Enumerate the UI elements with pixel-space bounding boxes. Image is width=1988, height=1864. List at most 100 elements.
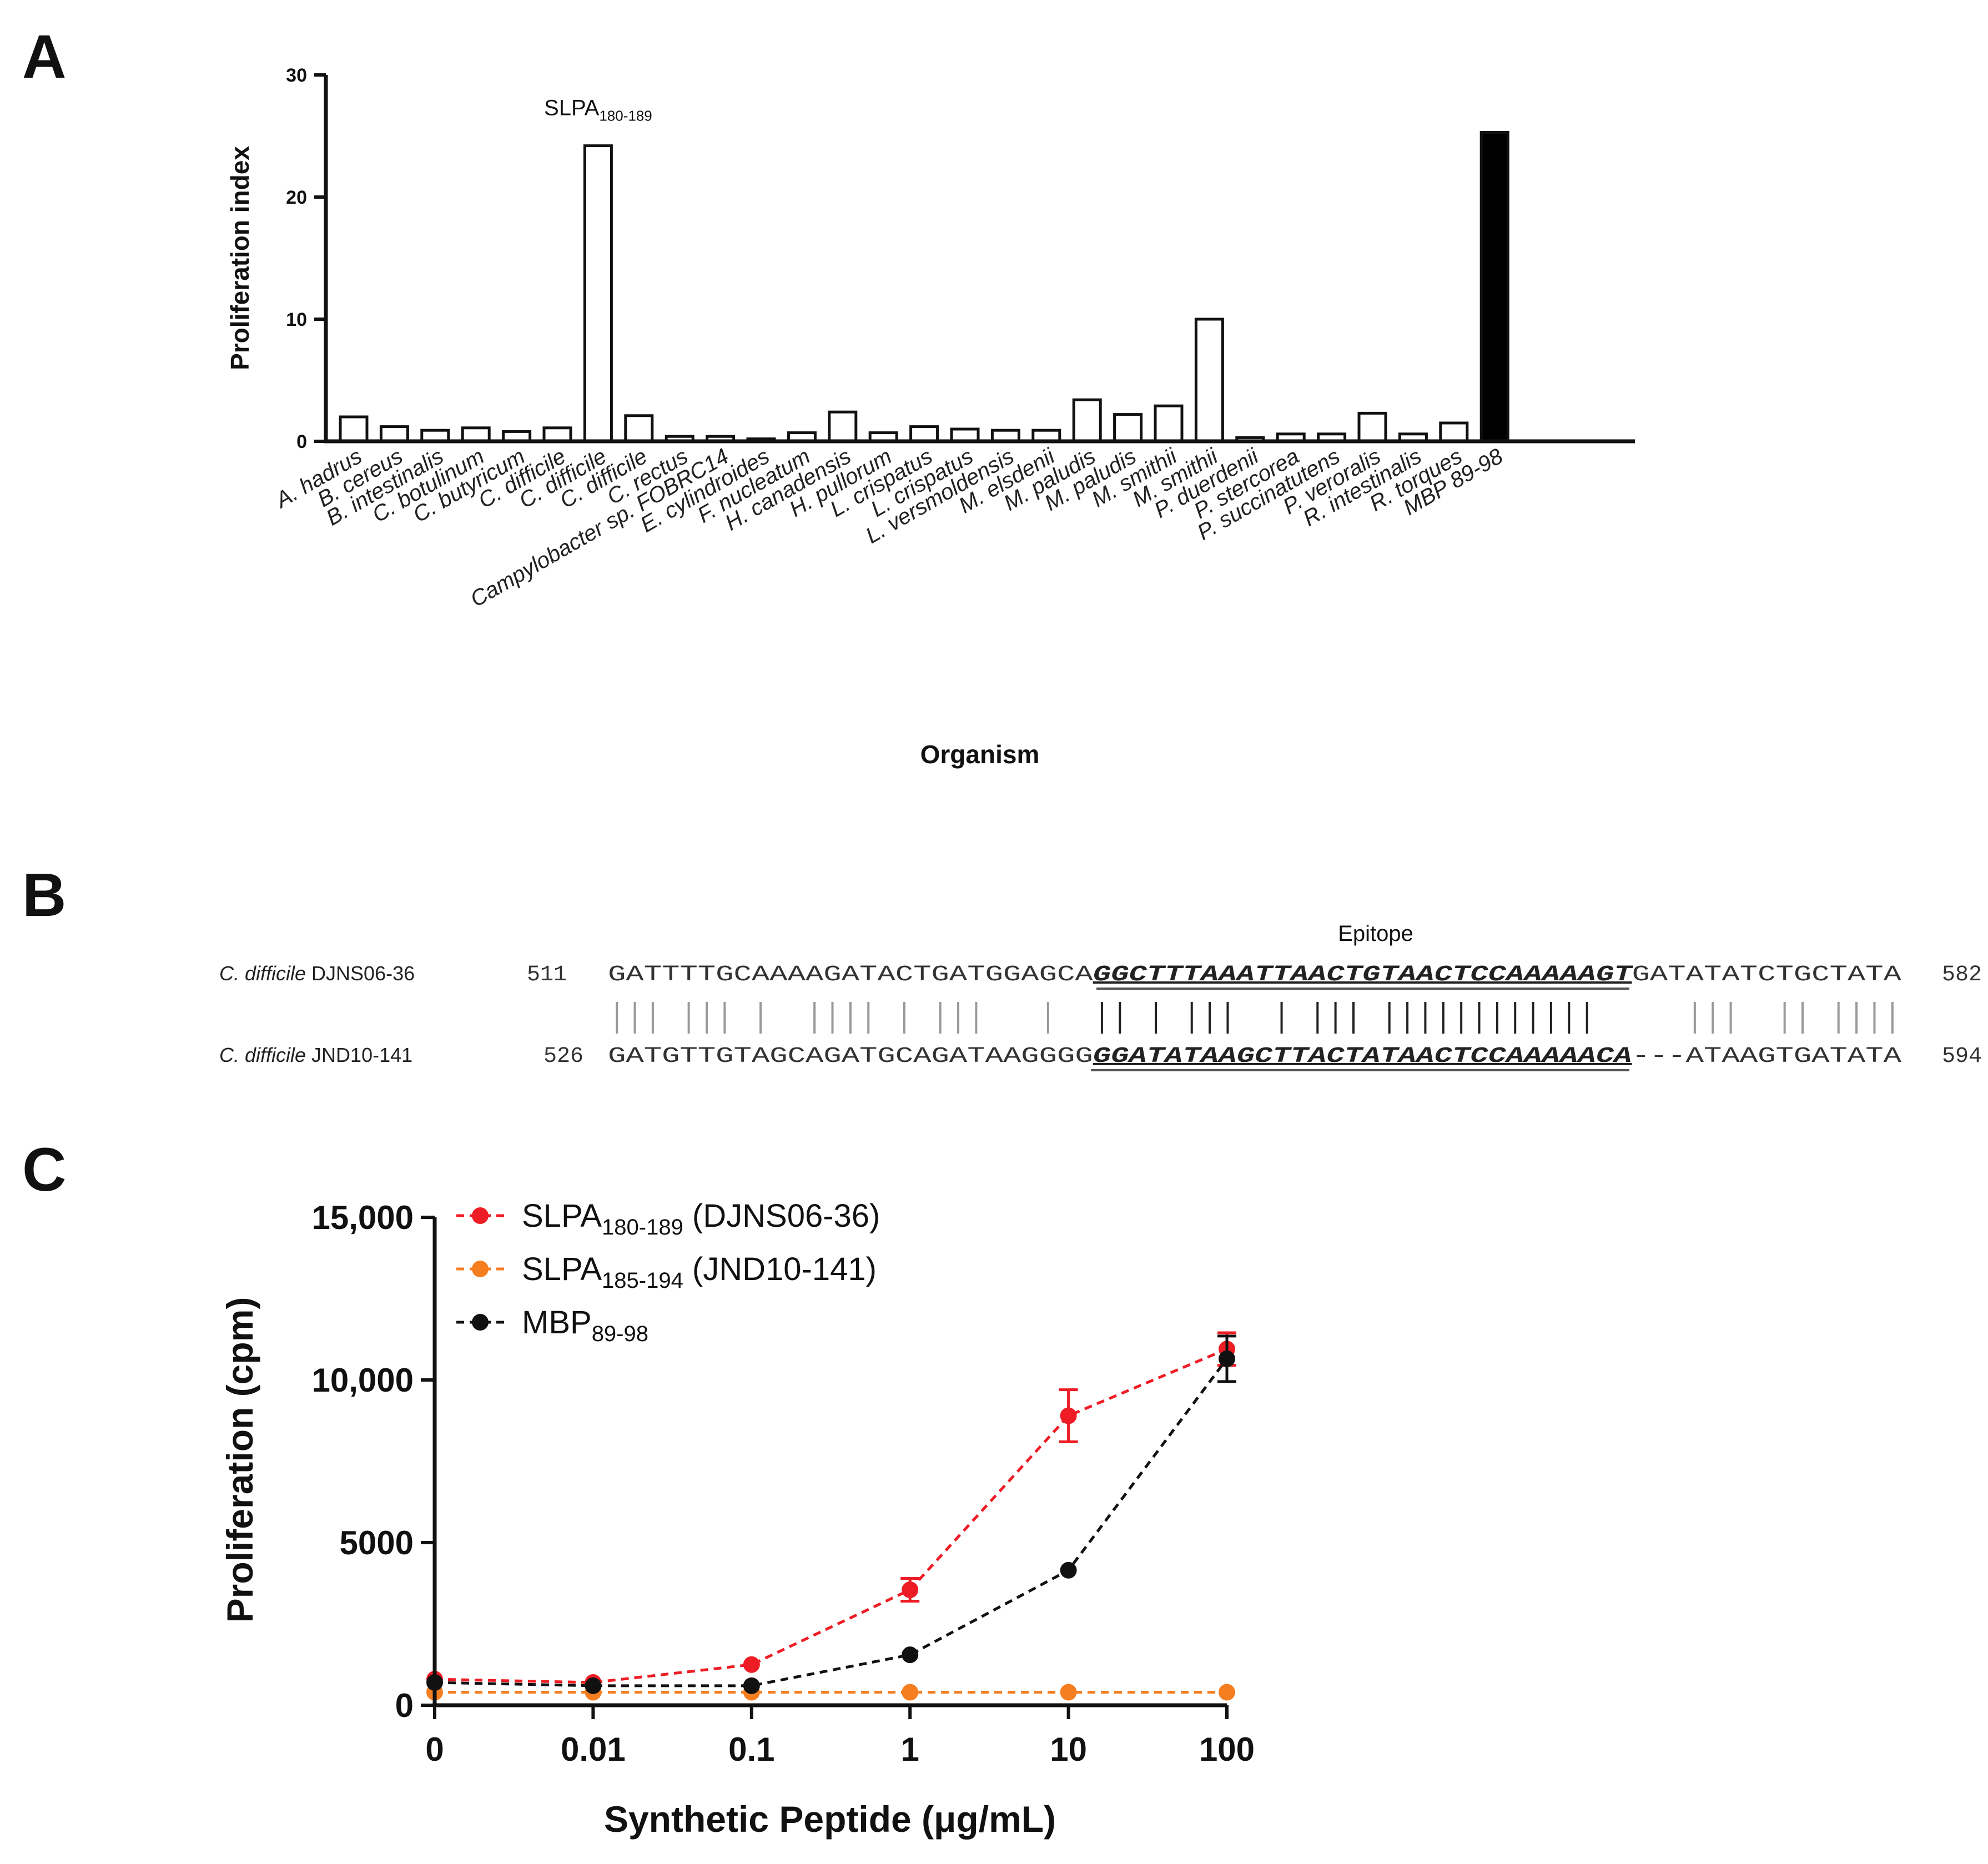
legend-sub-0: 180-189: [602, 1215, 683, 1240]
y-axis-label-c: Proliferation (cpm): [219, 1297, 260, 1623]
series-c: [426, 1331, 1236, 1701]
sequence-alignment: Epitope C. difficile DJNS06-36 511 GATTT…: [219, 921, 1982, 1071]
series-2: [426, 1334, 1236, 1694]
top-start-position: 511: [527, 963, 567, 988]
y-tick-label-a-2: 20: [286, 187, 307, 208]
point-2-3: [902, 1646, 919, 1664]
x-tick-label-c-4: 10: [1050, 1731, 1087, 1768]
y-tick-label-c-3: 15,000: [311, 1199, 414, 1236]
x-tick-label-c-1: 0.01: [561, 1731, 626, 1768]
bottom-sequence: GATGTTGTAGCAGATGCAGATAAGGGG GGATATAAGCTTA…: [608, 1044, 1901, 1069]
bar-21: [1194, 318, 1224, 443]
y-tick-label-a-1: 10: [286, 309, 307, 330]
x-axis-label-c: Synthetic Peptide (μg/mL): [604, 1798, 1056, 1840]
point-0-2: [743, 1656, 760, 1673]
legend-name-2: MBP: [522, 1304, 592, 1341]
x-tick-label-c-5: 100: [1199, 1731, 1255, 1768]
y-tick-label-a-0: 0: [296, 431, 307, 452]
bottom-seq-pre: GATGTTGTAGCAGATGCAGATAAGGGG: [608, 1044, 1093, 1069]
bar-5: [542, 426, 572, 443]
legend-name-1: SLPA: [522, 1251, 602, 1287]
y-ticks-c: 0 5000 10,000 15,000: [311, 1199, 435, 1724]
bar-28: [1479, 130, 1509, 443]
bottom-sequence-name: C. difficile JND10-141: [219, 1044, 412, 1066]
y-axis-label-a: Proliferation index: [225, 146, 254, 370]
match-lines: [616, 1002, 1894, 1034]
top-end-position: 582: [1942, 963, 1982, 988]
epitope-label: Epitope: [1338, 921, 1413, 946]
series-1: [426, 1684, 1235, 1701]
legend-sub-1: 185-194: [602, 1268, 683, 1293]
legend-label-0: SLPA180-189 (DJNS06-36): [522, 1198, 880, 1240]
legend-suffix-1: (JND10-141): [683, 1251, 877, 1287]
x-axis-label-a: Organism: [920, 740, 1040, 769]
slpa-annotation-text: SLPA: [544, 96, 600, 120]
top-sequence-name: C. difficile DJNS06-36: [219, 962, 415, 985]
series-line-2: [434, 1358, 1229, 1687]
top-seq-post: GATATATCTGCTATA: [1632, 963, 1901, 988]
legend-suffix-0: (DJNS06-36): [683, 1198, 880, 1234]
y-tick-label-a-3: 30: [286, 65, 307, 86]
top-sequence: GATTTTGCAAAAGATACTGATGGAGCA GGCTTTAAATTAA…: [608, 963, 1901, 988]
bar-12: [828, 410, 858, 443]
y-tick-label-c-0: 0: [395, 1687, 414, 1724]
bar-18: [1072, 398, 1102, 443]
bar-27: [1439, 421, 1469, 443]
bar-3: [461, 426, 491, 443]
x-ticks-c: 0 0.01 0.1 1 10 100: [425, 1705, 1255, 1768]
panel-label-c: C: [22, 1136, 66, 1204]
y-ticks-a: 0 10 20 30: [286, 65, 326, 452]
bar-0: [339, 415, 369, 443]
slpa-annotation: SLPA180-189: [544, 96, 652, 124]
point-2-4: [1060, 1561, 1077, 1579]
bar-6: [583, 144, 613, 443]
bar-20: [1154, 404, 1184, 443]
bar-1: [379, 425, 409, 443]
point-1-4: [1060, 1684, 1077, 1701]
bottom-end-position: 594: [1942, 1044, 1982, 1069]
x-tick-label-c-0: 0: [425, 1731, 444, 1768]
x-tick-label-c-2: 0.1: [728, 1731, 774, 1768]
point-0-4: [1060, 1407, 1077, 1424]
y-tick-label-c-1: 5000: [340, 1524, 414, 1561]
series-line-0: [434, 1348, 1227, 1684]
bar-19: [1113, 413, 1143, 443]
bar-25: [1357, 411, 1387, 443]
point-2-1: [585, 1677, 602, 1694]
line-chart-c: 0 5000 10,000 15,000 0 0.01 0.1 1 10 100 Prolife…: [219, 1198, 1255, 1840]
bar-14: [909, 425, 939, 443]
panel-label-a: A: [22, 23, 66, 91]
point-2-2: [743, 1677, 760, 1694]
point-1-3: [902, 1684, 919, 1701]
top-seq-epitope: GGCTTTAAATTAACTGTAACTCCAAAAAGT: [1093, 963, 1634, 988]
y-tick-label-c-2: 10,000: [311, 1362, 414, 1399]
legend-sub-2: 89-98: [592, 1322, 648, 1346]
top-species: C. difficile: [219, 962, 306, 985]
bottom-seq-post: ---ATAAGTGATATA: [1632, 1044, 1901, 1069]
point-0-3: [902, 1581, 919, 1598]
bottom-seq-epitope: GGATATAAGCTTACTATAACTCCAAAAACA: [1093, 1044, 1632, 1069]
point-2-5: [1219, 1350, 1235, 1367]
legend-marker-1: [472, 1261, 489, 1277]
slpa-annotation-subscript: 180-189: [599, 108, 652, 124]
top-seq-pre: GATTTTGCAAAAGATACTGATGGAGCA: [608, 963, 1093, 988]
point-1-5: [1219, 1684, 1235, 1701]
series-0: [426, 1331, 1236, 1691]
legend-marker-2: [472, 1314, 489, 1331]
bottom-start-position: 526: [543, 1044, 583, 1069]
x-tick-label-c-3: 1: [901, 1731, 919, 1768]
bar-7: [624, 414, 654, 443]
bottom-strain: JND10-141: [306, 1044, 412, 1066]
bars-a: [339, 130, 1509, 443]
top-strain: DJNS06-36: [306, 962, 415, 985]
legend-name-0: SLPA: [522, 1198, 602, 1234]
legend-label-1: SLPA185-194 (JND10-141): [522, 1251, 877, 1293]
panel-label-b: B: [22, 861, 66, 929]
legend-marker-0: [472, 1207, 489, 1224]
legend-c: SLPA180-189 (DJNS06-36)SLPA185-194 (JND1…: [456, 1198, 880, 1346]
legend-label-2: MBP89-98: [522, 1304, 648, 1346]
bottom-species: C. difficile: [219, 1044, 306, 1066]
